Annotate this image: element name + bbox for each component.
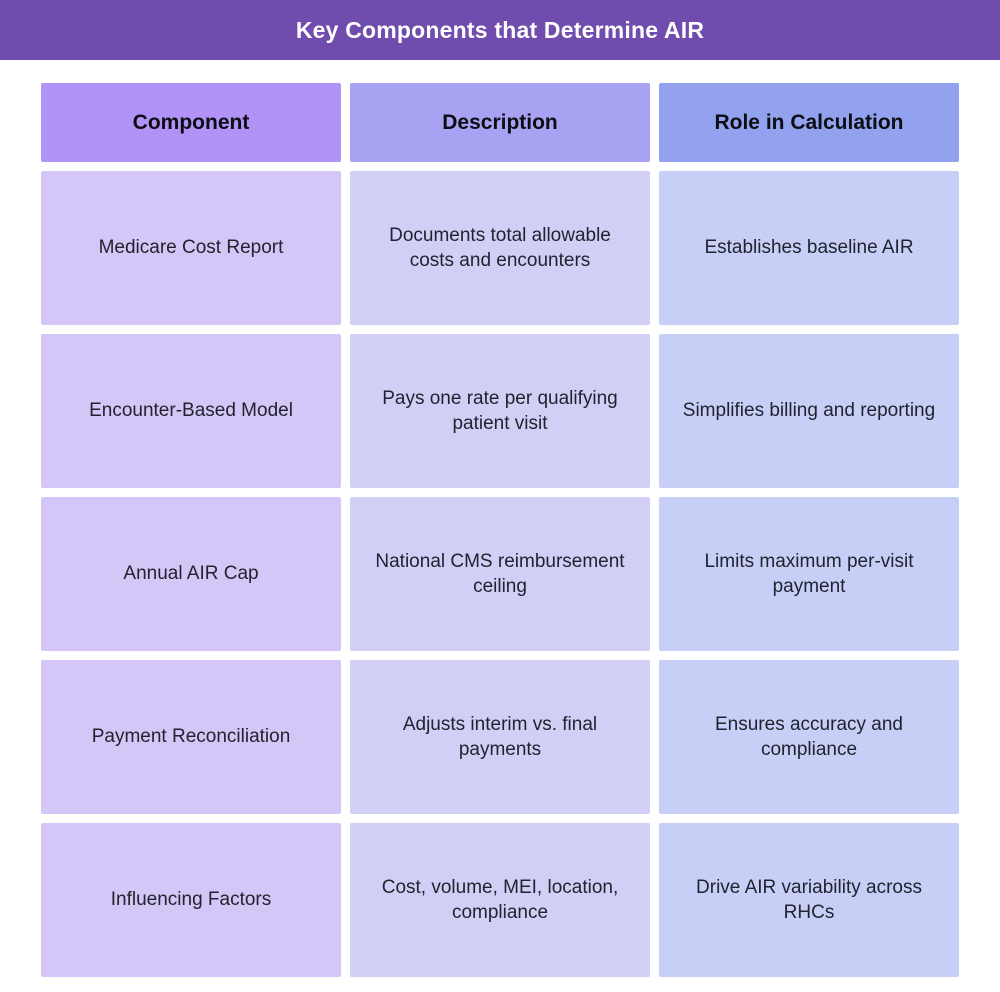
cell-r5-role: Drive AIR variability across RHCs [659, 823, 959, 977]
cell-text: Cost, volume, MEI, location, compliance [381, 876, 619, 923]
cell-text: National CMS reimbursement ceiling [375, 550, 625, 597]
cell-r2-role: Simplifies billing and reporting [659, 334, 959, 488]
column-header-description: Description [350, 83, 650, 162]
title-bar: Key Components that Determine AIR [0, 0, 1000, 60]
page-title: Key Components that Determine AIR [295, 16, 705, 43]
cell-text: Establishes baseline AIR [704, 237, 914, 259]
cell-r4-role: Ensures accuracy and compliance [659, 660, 959, 814]
cell-r3-description: National CMS reimbursement ceiling [350, 497, 650, 651]
cell-text: Documents total allowable costs and enco… [389, 224, 611, 271]
cell-text: Adjusts interim vs. final payments [402, 713, 598, 760]
cell-r1-component: Medicare Cost Report [41, 171, 341, 325]
cell-text: Annual AIR Cap [123, 563, 259, 585]
cell-r3-role: Limits maximum per-visit payment [659, 497, 959, 651]
cell-r2-component: Encounter-Based Model [41, 334, 341, 488]
cell-r3-component: Annual AIR Cap [41, 497, 341, 651]
cell-r1-role: Establishes baseline AIR [659, 171, 959, 325]
cell-text: Pays one rate per qualifying patient vis… [382, 387, 618, 434]
cell-text: Ensures accuracy and compliance [715, 713, 903, 760]
cell-text: Limits maximum per-visit payment [704, 550, 914, 597]
cell-r4-description: Adjusts interim vs. final payments [350, 660, 650, 814]
air-components-table: Component Description Role in Calculatio… [41, 83, 959, 977]
column-header-role-in-calculation: Role in Calculation [659, 83, 959, 162]
cell-text: Drive AIR variability across RHCs [696, 876, 922, 923]
cell-text: Encounter-Based Model [89, 400, 293, 422]
cell-text: Medicare Cost Report [98, 237, 284, 259]
cell-r5-description: Cost, volume, MEI, location, compliance [350, 823, 650, 977]
cell-r5-component: Influencing Factors [41, 823, 341, 977]
cell-r2-description: Pays one rate per qualifying patient vis… [350, 334, 650, 488]
table-grid: Component Description Role in Calculatio… [41, 83, 959, 977]
cell-text: Payment Reconciliation [91, 726, 291, 748]
cell-r1-description: Documents total allowable costs and enco… [350, 171, 650, 325]
cell-text: Influencing Factors [110, 889, 272, 911]
column-header-component: Component [41, 83, 341, 162]
cell-text: Simplifies billing and reporting [682, 400, 936, 422]
cell-r4-component: Payment Reconciliation [41, 660, 341, 814]
